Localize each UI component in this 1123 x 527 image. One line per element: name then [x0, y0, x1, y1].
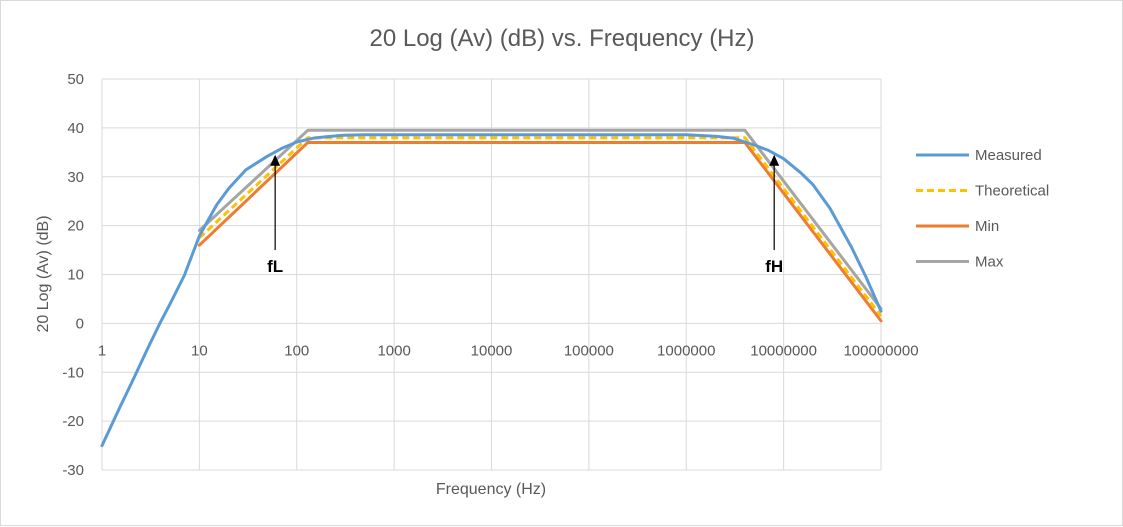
x-tick-label: 100000 — [564, 342, 614, 359]
x-tick-label: 1000000 — [657, 342, 715, 359]
x-tick-label: 10 — [191, 342, 208, 359]
gridlines — [101, 78, 882, 471]
series-line-max — [197, 128, 883, 311]
annotation-label-fl: fL — [267, 257, 283, 276]
y-tick-label: 30 — [67, 169, 84, 186]
x-axis-label: Frequency (Hz) — [436, 481, 546, 498]
chart-title: 20 Log (Av) (dB) vs. Frequency (Hz) — [369, 25, 754, 52]
x-tick-label: 100 — [284, 342, 309, 359]
x-tick-label: 10000 — [471, 342, 513, 359]
y-tick-label: -10 — [62, 364, 84, 381]
y-tick-label: 50 — [67, 71, 84, 88]
x-tick-label: 10000000 — [750, 342, 817, 359]
y-tick-label: -20 — [62, 413, 84, 430]
legend-label-measured: Measured — [975, 147, 1042, 164]
x-tick-label: 1000 — [377, 342, 410, 359]
legend-label-min: Min — [975, 218, 999, 235]
x-tick-label: 1 — [98, 342, 106, 359]
series-line-min — [197, 141, 883, 323]
y-tick-label: 20 — [67, 218, 84, 235]
x-tick-label: 100000000 — [843, 342, 918, 359]
annotation-label-fh: fH — [765, 257, 783, 276]
legend-label-theoretical: Theoretical — [975, 183, 1049, 200]
series-lines — [100, 128, 883, 448]
y-axis-label: 20 Log (Av) (dB) — [35, 215, 52, 332]
annotation-arrowhead-fl — [270, 154, 281, 166]
y-tick-label: -30 — [62, 462, 84, 479]
series-line-measured — [100, 133, 883, 448]
y-tick-label: 10 — [67, 267, 84, 284]
legend-label-max: Max — [975, 254, 1004, 271]
annotation-arrowhead-fh — [769, 154, 780, 166]
legend: Measured Theoretical Min Max — [916, 147, 1049, 271]
annotations: fL fH — [267, 154, 783, 276]
y-tick-label: 0 — [76, 315, 84, 332]
series-line-theoretical — [198, 136, 883, 317]
y-tick-label: 40 — [67, 120, 84, 137]
